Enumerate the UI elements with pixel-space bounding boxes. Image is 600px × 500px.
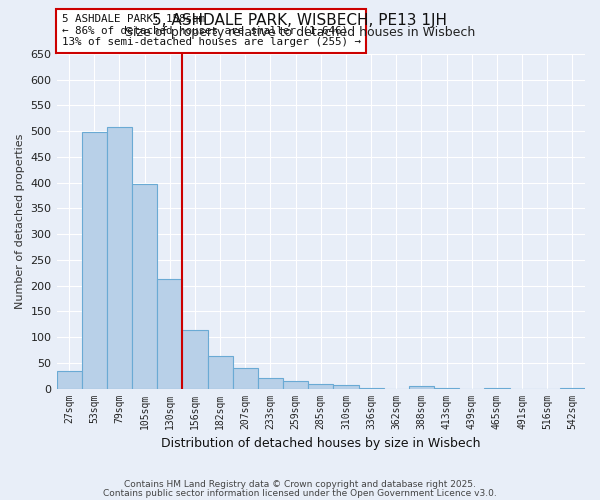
Bar <box>157 279 182 388</box>
Bar <box>258 378 283 388</box>
Text: 5, ASHDALE PARK, WISBECH, PE13 1JH: 5, ASHDALE PARK, WISBECH, PE13 1JH <box>152 12 448 28</box>
Text: Contains HM Land Registry data © Crown copyright and database right 2025.: Contains HM Land Registry data © Crown c… <box>124 480 476 489</box>
Y-axis label: Number of detached properties: Number of detached properties <box>15 134 25 309</box>
Bar <box>82 132 107 388</box>
Text: 5 ASHDALE PARK: 158sqm
← 86% of detached houses are smaller (1,646)
13% of semi-: 5 ASHDALE PARK: 158sqm ← 86% of detached… <box>62 14 361 48</box>
Text: Contains public sector information licensed under the Open Government Licence v3: Contains public sector information licen… <box>103 488 497 498</box>
Bar <box>208 356 233 388</box>
X-axis label: Distribution of detached houses by size in Wisbech: Distribution of detached houses by size … <box>161 437 481 450</box>
Text: Size of property relative to detached houses in Wisbech: Size of property relative to detached ho… <box>125 26 475 39</box>
Bar <box>182 330 208 388</box>
Bar <box>132 184 157 388</box>
Bar <box>107 127 132 388</box>
Bar <box>283 382 308 388</box>
Bar <box>409 386 434 388</box>
Bar <box>308 384 334 388</box>
Bar <box>233 368 258 388</box>
Bar <box>56 370 82 388</box>
Bar <box>334 385 359 388</box>
